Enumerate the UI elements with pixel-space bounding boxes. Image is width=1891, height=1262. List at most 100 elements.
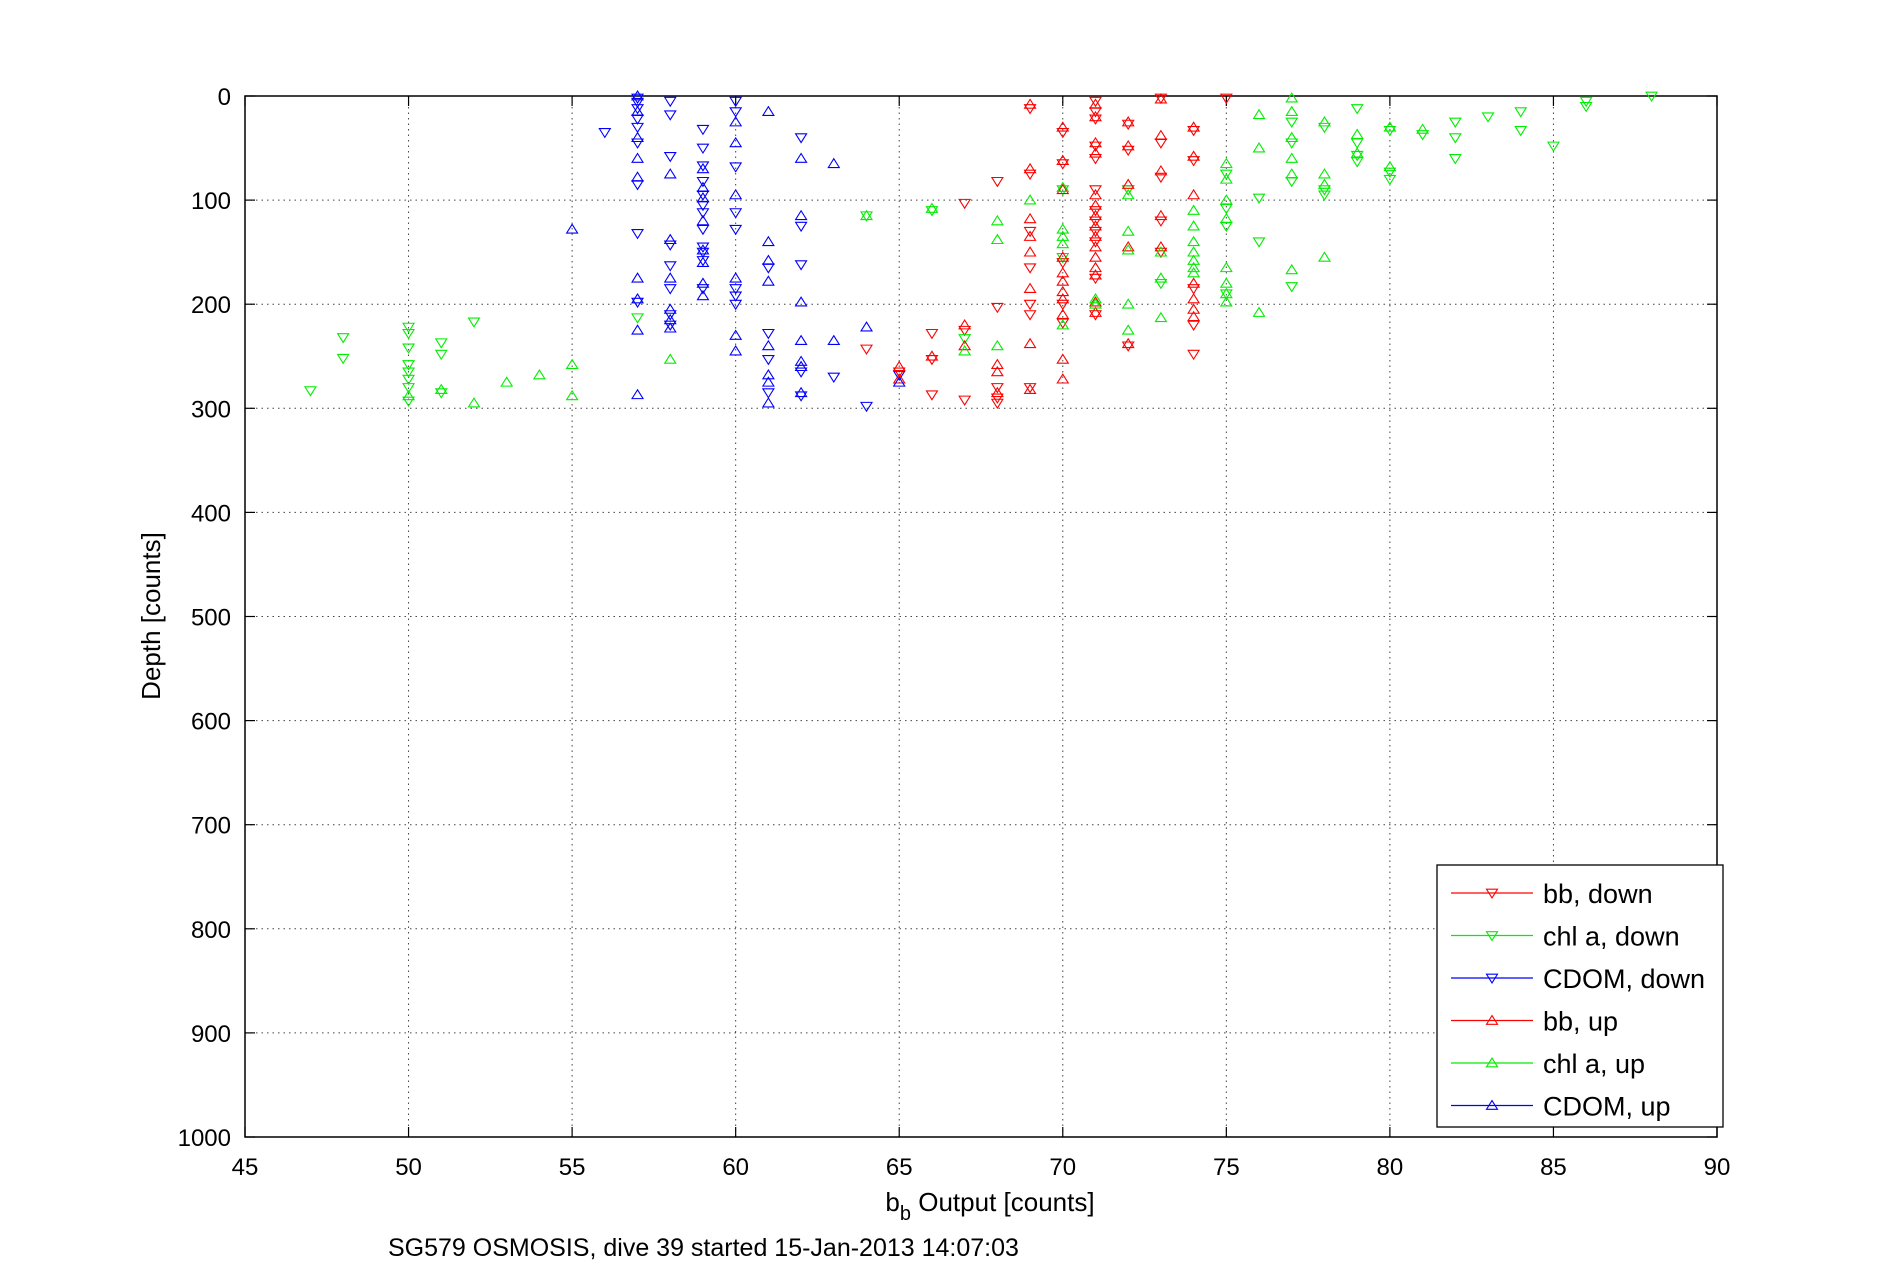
point-cdom-down	[696, 176, 710, 188]
point-chl-a-down	[1579, 96, 1593, 108]
point-chl-a-down	[336, 353, 350, 365]
point-cdom-up	[729, 329, 743, 340]
point-chl-a-down	[1448, 154, 1462, 165]
point-bb-down	[990, 383, 1004, 394]
point-chl-a-down	[434, 338, 448, 349]
point-cdom-down	[598, 128, 612, 139]
point-chl-a-up	[1187, 235, 1201, 247]
point-bb-down	[892, 367, 906, 378]
point-cdom-up	[794, 296, 808, 307]
point-cdom-up	[892, 376, 906, 387]
x-tick-label: 45	[232, 1154, 259, 1181]
point-chl-a-down	[1514, 107, 1528, 118]
point-cdom-down	[696, 208, 710, 219]
point-chl-a-down	[1317, 122, 1331, 134]
y-tick-label: 1000	[178, 1125, 231, 1152]
point-chl-a-up	[1383, 121, 1397, 132]
legend: bb, down chl a, down CDOM, down bb, up chl a…	[1436, 864, 1724, 1128]
point-bb-up	[958, 339, 972, 351]
point-bb-up	[1056, 275, 1070, 286]
point-chl-a-up	[1121, 188, 1135, 200]
point-chl-a-up	[1252, 108, 1266, 120]
point-chl-a-up	[1187, 261, 1201, 273]
point-cdom-down	[696, 124, 710, 136]
point-bb-up	[1088, 306, 1102, 317]
point-cdom-down	[729, 107, 743, 118]
point-chl-a-up	[434, 383, 448, 394]
point-bb-down	[990, 398, 1004, 410]
point-bb-up	[1056, 154, 1070, 165]
point-cdom-up	[827, 157, 841, 169]
legend-marker	[1485, 973, 1499, 984]
legend-box	[1436, 864, 1724, 1128]
point-chl-a-down	[402, 367, 416, 378]
point-chl-a-down	[1285, 282, 1299, 293]
point-bb-up	[1088, 110, 1102, 122]
y-tick-label: 500	[191, 605, 231, 632]
point-chl-a-down	[1121, 185, 1135, 196]
point-chl-a-up	[402, 389, 416, 401]
point-bb-down	[1056, 258, 1070, 269]
point-cdom-up	[631, 152, 645, 163]
point-chl-a-down	[631, 313, 645, 324]
point-bb-up	[958, 319, 972, 330]
point-cdom-down	[696, 224, 710, 236]
point-chl-a-down	[1317, 190, 1331, 201]
point-cdom-down	[860, 401, 874, 413]
point-chl-a-down	[1645, 91, 1659, 102]
point-cdom-up	[631, 293, 645, 304]
point-bb-down	[1023, 226, 1037, 238]
point-bb-up	[1088, 136, 1102, 148]
point-bb-up	[1056, 251, 1070, 262]
point-chl-a-up	[1187, 204, 1201, 215]
point-cdom-down	[729, 208, 743, 219]
y-axis-label: Depth [counts]	[136, 532, 166, 700]
point-bb-up	[1121, 240, 1135, 252]
point-chl-a-up	[1252, 306, 1266, 317]
point-bb-down	[1121, 341, 1135, 352]
point-chl-a-down	[402, 322, 416, 334]
point-cdom-up	[663, 322, 677, 333]
point-cdom-up	[794, 386, 808, 398]
point-chl-a-up	[1056, 230, 1070, 241]
point-cdom-down	[696, 247, 710, 259]
point-bb-up	[1088, 230, 1102, 241]
point-cdom-down	[631, 122, 645, 134]
point-cdom-down	[761, 328, 775, 340]
point-chl-a-up	[1219, 173, 1233, 184]
point-bb-down	[1023, 104, 1037, 115]
point-bb-down	[1023, 169, 1037, 181]
x-tick-label: 85	[1540, 1154, 1567, 1181]
point-cdom-up	[696, 289, 710, 301]
point-bb-up	[1187, 303, 1201, 314]
point-cdom-down	[663, 110, 677, 121]
point-chl-a-up	[1285, 168, 1299, 179]
point-chl-a-down	[1448, 117, 1462, 129]
point-bb-down	[1023, 299, 1037, 311]
point-bb-up	[892, 360, 906, 372]
point-cdom-down	[663, 151, 677, 163]
point-cdom-up	[794, 355, 808, 366]
point-bb-up	[1056, 308, 1070, 320]
data-points	[303, 90, 1659, 413]
point-cdom-up	[761, 397, 775, 408]
point-cdom-down	[696, 242, 710, 253]
point-bb-up	[1088, 296, 1102, 307]
point-chl-a-up	[990, 339, 1004, 351]
point-bb-down	[1187, 320, 1201, 332]
point-chl-a-down	[1448, 133, 1462, 144]
point-bb-up	[1187, 277, 1201, 288]
point-chl-a-down	[1056, 185, 1070, 196]
point-chl-a-up	[958, 345, 972, 356]
point-bb-up	[1187, 310, 1201, 322]
point-chl-a-up	[860, 209, 874, 221]
legend-marker	[1485, 1014, 1499, 1025]
point-chl-a-down	[1317, 185, 1331, 196]
point-bb-up	[1187, 293, 1201, 304]
point-chl-a-up	[1317, 251, 1331, 262]
point-cdom-down	[696, 143, 710, 155]
point-cdom-up	[631, 105, 645, 117]
point-chl-a-down	[402, 383, 416, 394]
x-tick-label: 55	[559, 1154, 586, 1181]
point-bb-up	[1154, 93, 1168, 104]
